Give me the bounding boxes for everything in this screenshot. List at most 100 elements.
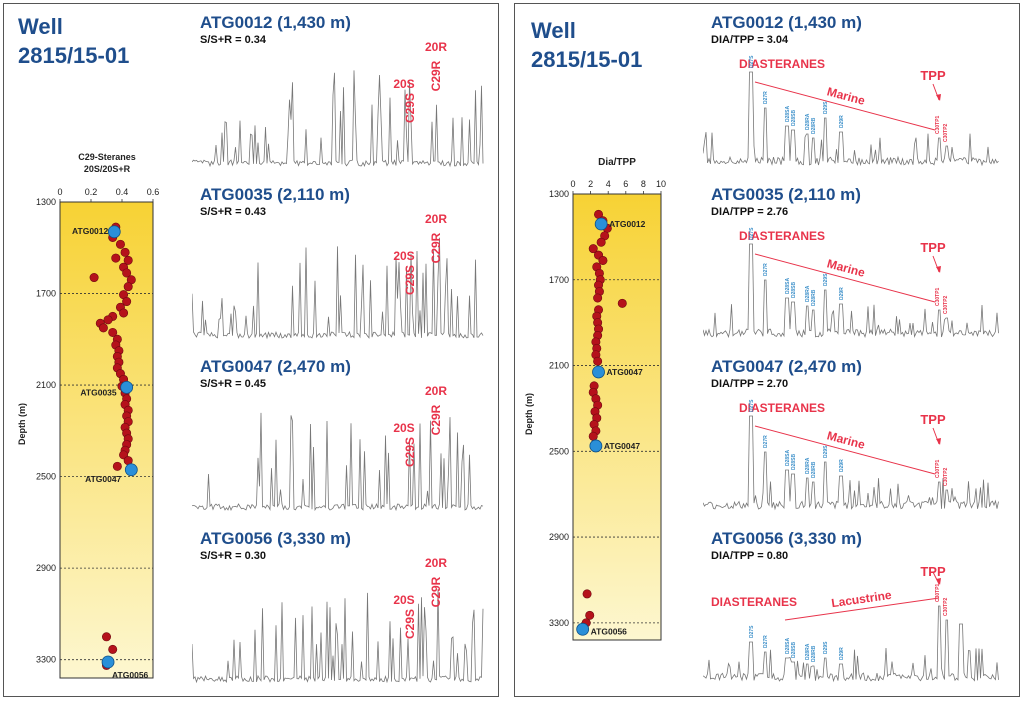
peak-id-label: D28SA — [785, 105, 791, 122]
depth-tick-label: 1700 — [549, 275, 569, 285]
depth-tick-label: 2500 — [36, 472, 56, 482]
peak-id-label: D28RB — [811, 117, 817, 134]
key-sample-point — [592, 365, 605, 379]
sample-point — [593, 293, 603, 303]
peak-id-label: D28SB — [791, 641, 797, 658]
peak-id-label: C30TP2 — [943, 123, 949, 142]
key-sample-point — [101, 655, 115, 669]
chromatogram-trace — [703, 605, 999, 683]
depth-tick-label: 2500 — [549, 446, 569, 456]
environment-label: Marine — [826, 84, 867, 108]
trend-line — [784, 597, 940, 621]
environment-label: Lacustrine — [830, 588, 892, 610]
peak-id-label: D29S — [823, 445, 829, 458]
depth-tick-label: 2900 — [549, 532, 569, 542]
tpp-arrowhead — [936, 266, 941, 273]
ratio-label: DIA/TPP = 0.80 — [711, 550, 788, 562]
peak-label-20r: 20R — [425, 40, 447, 54]
sample-point — [108, 644, 118, 654]
ratio-label: S/S+R = 0.45 — [200, 378, 266, 390]
key-sample-point — [594, 217, 608, 231]
sample-point — [122, 297, 132, 307]
left-panel: Well 2815/15-01 C29-Steranes 20S/20S+R D… — [3, 3, 499, 697]
key-sample-point — [107, 225, 121, 239]
sample-title: ATG0056 (3,330 m) — [200, 529, 351, 548]
tpp-arrowhead — [936, 578, 941, 585]
sample-title: ATG0047 (2,470 m) — [200, 357, 351, 376]
chromatogram-trace — [192, 412, 484, 512]
peak-id-label: D28SB — [791, 109, 797, 126]
depth-tick-label: 3300 — [36, 655, 56, 665]
peak-label-20r: 20R — [425, 384, 447, 398]
peak-label-c29r: C29R — [429, 232, 443, 263]
sample-point — [98, 323, 108, 333]
x-tick-label: 0.2 — [85, 187, 98, 197]
ratio-label: S/S+R = 0.43 — [200, 206, 266, 218]
chromatogram-2: ATG0035 (2,110 m) S/S+R = 0.43 20S C29S 20R C… — [192, 185, 484, 340]
chromatogram-trace — [703, 71, 999, 167]
x-tick-label: 0.4 — [116, 187, 129, 197]
column-title: Dia/TPP — [598, 157, 636, 168]
key-sample-label: ATG0012 — [609, 219, 645, 229]
well-title-line2: 2815/15-01 — [531, 47, 643, 72]
sample-point — [89, 273, 99, 283]
peak-id-label: D28RB — [811, 461, 817, 478]
x-tick-label: 2 — [588, 179, 593, 189]
sample-point — [111, 253, 121, 263]
ratio-label: S/S+R = 0.34 — [200, 34, 267, 46]
peak-id-label: C30TP1 — [935, 115, 941, 134]
diasteranes-label: DIASTERANES — [711, 595, 797, 609]
peak-id-label: D27R — [763, 263, 769, 276]
peak-id-label: D28SB — [791, 453, 797, 470]
peak-label-c29s: C29S — [403, 437, 417, 467]
x-tick-label: 10 — [656, 179, 666, 189]
depth-axis-label: Depth (m) — [524, 393, 534, 435]
peak-id-label: D29S — [823, 101, 829, 114]
chromatogram-2: ATG0035 (2,110 m) DIA/TPP = 2.76 DIASTERAN… — [703, 185, 999, 339]
chromatogram-4: ATG0056 (3,330 m) S/S+R = 0.30 20S C29S 20R C… — [192, 529, 484, 684]
depth-tick-label: 2100 — [549, 361, 569, 371]
sample-title: ATG0056 (3,330 m) — [711, 529, 862, 548]
peak-id-label: D28RA — [805, 643, 811, 660]
key-sample-label: ATG0047 — [607, 367, 643, 377]
x-tick-label: 4 — [606, 179, 611, 189]
well-title: Well 2815/15-01 — [531, 16, 642, 74]
peak-label-20s: 20S — [393, 421, 414, 435]
tpp-arrowhead — [936, 94, 941, 101]
sample-point — [598, 255, 608, 265]
peak-id-label: D28SB — [791, 281, 797, 298]
peak-id-label: D29R — [839, 647, 845, 660]
chromatogram-trace — [703, 415, 999, 511]
sample-title: ATG0012 (1,430 m) — [711, 13, 862, 32]
chromatogram-4: ATG0056 (3,330 m) DIA/TPP = 0.80 DIASTERAN… — [703, 529, 999, 683]
peak-id-label: D29S — [823, 641, 829, 654]
peak-id-label: D27S — [749, 55, 755, 68]
sample-point — [112, 461, 122, 471]
sample-point — [122, 268, 132, 278]
sample-point — [123, 255, 133, 265]
tpp-arrowhead — [936, 438, 941, 445]
peak-id-label: D27R — [763, 91, 769, 104]
depth-tick-label: 1300 — [36, 197, 56, 207]
tpp-label: TPP — [920, 564, 946, 579]
peak-id-label: D28SA — [785, 277, 791, 294]
tpp-label: TPP — [920, 240, 946, 255]
chromatogram-trace — [192, 70, 484, 168]
tpp-label: TPP — [920, 68, 946, 83]
sample-title: ATG0035 (2,110 m) — [200, 185, 350, 204]
peak-id-label: D27S — [749, 399, 755, 412]
peak-id-label: D29R — [839, 115, 845, 128]
sample-point — [582, 589, 592, 599]
peak-id-label: D27R — [763, 635, 769, 648]
ratio-label: DIA/TPP = 2.70 — [711, 378, 788, 390]
key-sample-point — [576, 622, 590, 636]
peak-label-c29s: C29S — [403, 265, 417, 295]
well-title-line1: Well — [531, 18, 576, 43]
peak-id-label: D27S — [749, 227, 755, 240]
chromatogram-trace — [703, 243, 999, 339]
peak-id-label: D28SA — [785, 637, 791, 654]
depth-tick-label: 2900 — [36, 563, 56, 573]
ratio-label: DIA/TPP = 3.04 — [711, 34, 789, 46]
peak-label-20s: 20S — [393, 77, 414, 91]
